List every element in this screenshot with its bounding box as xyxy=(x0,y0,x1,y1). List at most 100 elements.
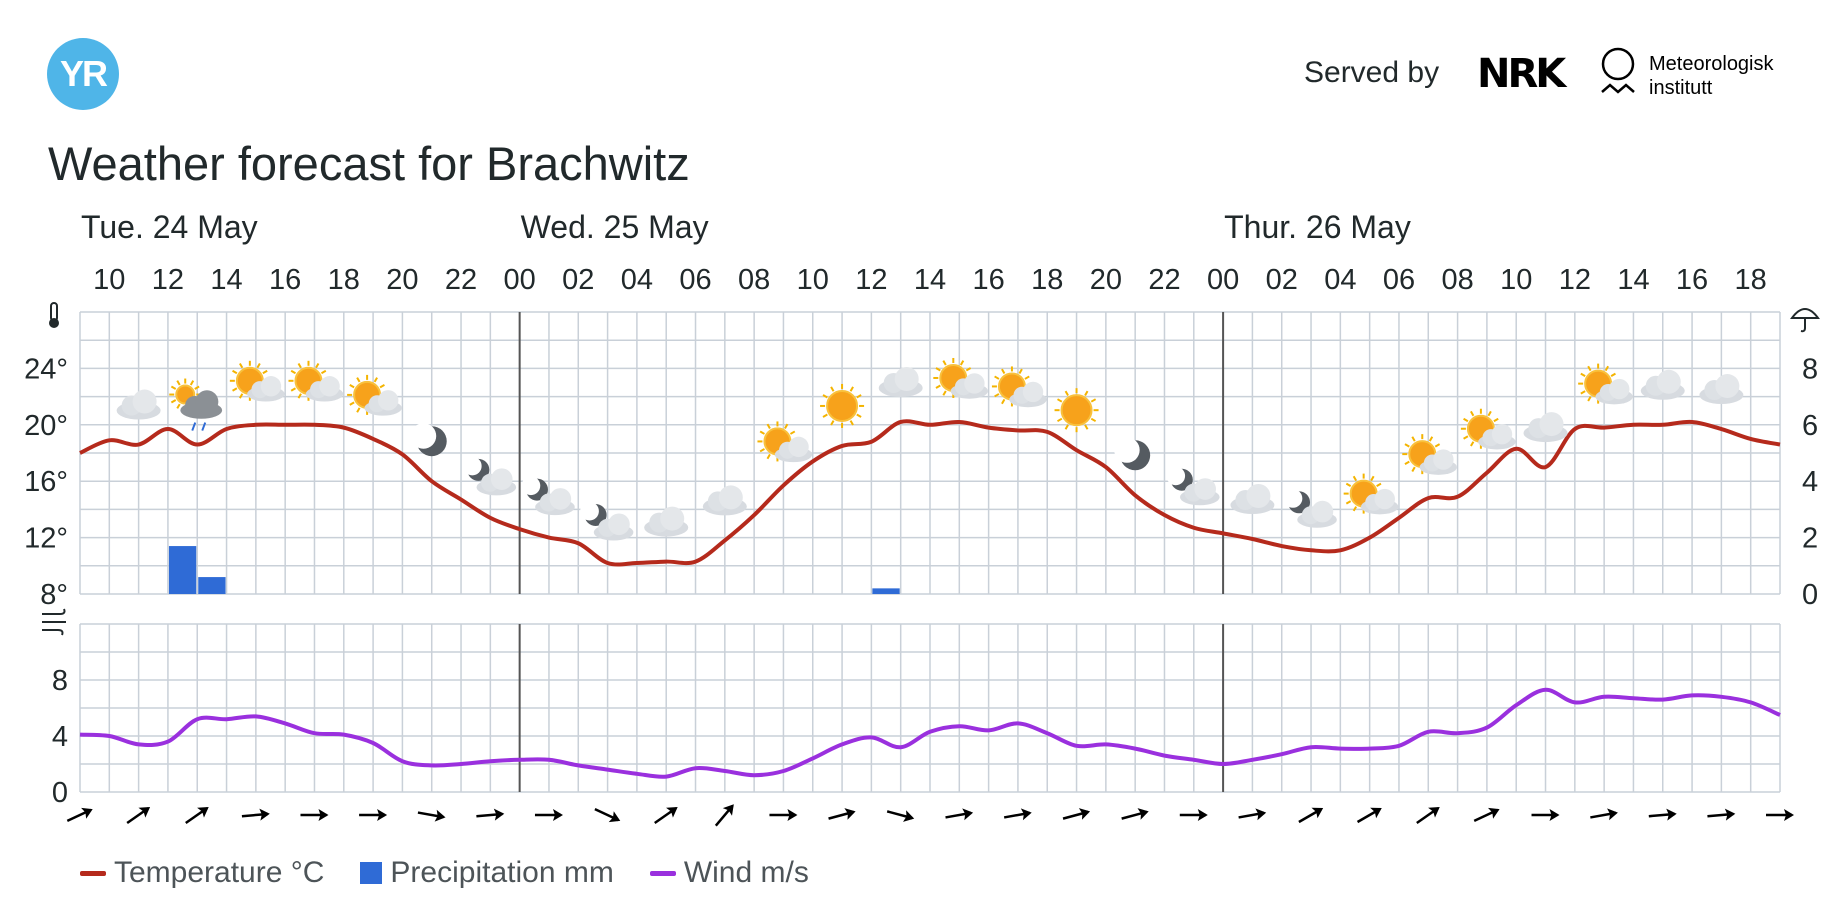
met-institute-logo[interactable]: Meteorologisk institutt xyxy=(1649,52,1774,100)
sun-ray xyxy=(1090,398,1097,403)
yr-logo[interactable]: YR xyxy=(47,38,119,110)
sun-ray xyxy=(766,423,771,429)
sun-ray xyxy=(784,423,789,429)
sun-ray xyxy=(965,367,972,372)
hour-tick-label: 04 xyxy=(1324,264,1356,296)
sun-ray xyxy=(290,387,296,392)
day-label: Tue. 24 May xyxy=(81,209,258,245)
sun-ray xyxy=(1610,372,1616,377)
wind-arrow-head xyxy=(666,806,678,818)
cloudy-icon xyxy=(1699,374,1744,405)
cloud-part xyxy=(964,373,985,394)
wind-arrow-head xyxy=(1137,808,1149,820)
sun-ray xyxy=(1064,424,1069,430)
chart-legend: Temperature °C Precipitation mm Wind m/s xyxy=(80,856,809,890)
sun-ray xyxy=(1090,417,1097,423)
hour-tick-label: 14 xyxy=(914,264,946,296)
sun-ray xyxy=(1024,375,1030,380)
sun-ray xyxy=(1587,396,1592,402)
precipitation-tick-label: 6 xyxy=(1802,410,1818,442)
wind-arrow-head xyxy=(903,810,915,822)
cloud-part xyxy=(1194,478,1216,500)
day-label: Wed. 25 May xyxy=(521,209,709,245)
sun-ray xyxy=(320,369,327,375)
wind-arrow xyxy=(1766,809,1794,821)
sun-ray xyxy=(849,420,854,426)
precipitation-bar xyxy=(872,588,900,594)
cloud-part xyxy=(1022,381,1044,403)
sun-ray xyxy=(1084,424,1089,430)
wind-arrow xyxy=(1707,808,1736,821)
sun-ray xyxy=(942,390,947,396)
nrk-logo[interactable]: NRK xyxy=(1477,51,1566,97)
sun-ray xyxy=(1411,436,1416,442)
partly-sunny-icon xyxy=(288,360,344,402)
cloud-part xyxy=(788,436,809,458)
legend-temperature-swatch xyxy=(80,870,106,876)
sun-ray xyxy=(170,385,177,390)
cloud-part xyxy=(490,468,513,490)
sun-ray xyxy=(1352,475,1358,482)
wind-arrow xyxy=(769,809,798,821)
cloudy-icon xyxy=(878,366,923,397)
temperature-tick-label: 12° xyxy=(24,523,68,555)
wind-arrow-head xyxy=(1428,806,1440,818)
wind-arrow-head xyxy=(1370,807,1382,819)
legend-precipitation-swatch xyxy=(360,862,383,884)
sun-ray xyxy=(822,394,828,399)
partly-cloudy-rain-icon xyxy=(169,378,223,431)
grid-lines xyxy=(79,311,1781,793)
sun-ray xyxy=(194,385,200,390)
sun-ray xyxy=(1463,417,1469,423)
wind-tick-label: 8 xyxy=(52,665,68,697)
forecast-chart: Tue. 24 May Wed. 25 May Thur. 26 May 10 12 14… xyxy=(24,209,1820,827)
cloud-part xyxy=(132,389,157,414)
hour-tick-label: 14 xyxy=(1617,264,1649,296)
umbrella-canopy xyxy=(1790,308,1820,319)
cloud-part xyxy=(1311,500,1334,523)
umbrella-icon xyxy=(1790,308,1820,333)
sun-ray xyxy=(379,384,385,389)
wind-arrow-head xyxy=(962,808,974,821)
sun-ray xyxy=(1345,500,1352,505)
sun-ray xyxy=(759,430,765,435)
wind-arrow-head xyxy=(844,808,856,820)
sun-ray xyxy=(373,377,378,383)
sun-ray xyxy=(315,362,320,369)
wind-arrow-head xyxy=(377,809,388,821)
cloudy-icon xyxy=(1523,412,1568,443)
wind-arrow xyxy=(1473,807,1500,823)
wind-arrow xyxy=(1531,809,1560,821)
hour-tick-label: 12 xyxy=(152,264,184,296)
sun-ray xyxy=(1463,435,1469,440)
wind-arrow-head xyxy=(259,808,270,821)
sun-ray xyxy=(1001,398,1006,405)
hour-tick-label: 02 xyxy=(1266,264,1298,296)
hour-tick-label: 18 xyxy=(1031,264,1063,296)
hour-tick-label: 12 xyxy=(855,264,887,296)
sun-ray xyxy=(297,393,302,399)
hour-tick-label: 08 xyxy=(1441,264,1473,296)
partly-sunny-icon xyxy=(757,421,813,463)
sun-ray xyxy=(849,386,854,392)
sun-ray xyxy=(1056,417,1063,423)
wind-arrow-head xyxy=(608,811,621,823)
cloud-part xyxy=(1656,369,1681,394)
hour-tick-label: 14 xyxy=(210,264,242,296)
hour-tick-label: 20 xyxy=(386,264,418,296)
sun-ray xyxy=(1434,443,1441,448)
cloudy-icon xyxy=(116,389,161,420)
partly-sunny-icon xyxy=(991,366,1047,408)
sun-ray xyxy=(1428,436,1434,442)
wind-arrow-head xyxy=(1487,807,1500,819)
partly-sunny-icon xyxy=(229,360,285,402)
moon-cut xyxy=(1166,466,1186,486)
cloud-part xyxy=(1374,488,1395,510)
wind-arrow xyxy=(66,807,93,823)
partly-sunny-icon xyxy=(1402,434,1457,475)
sun-ray xyxy=(759,448,765,453)
wind-arrow-head xyxy=(1549,809,1560,821)
wind-arrow-head xyxy=(197,806,209,818)
cloudy-icon xyxy=(644,506,689,537)
hour-tick-label: 16 xyxy=(1676,264,1708,296)
